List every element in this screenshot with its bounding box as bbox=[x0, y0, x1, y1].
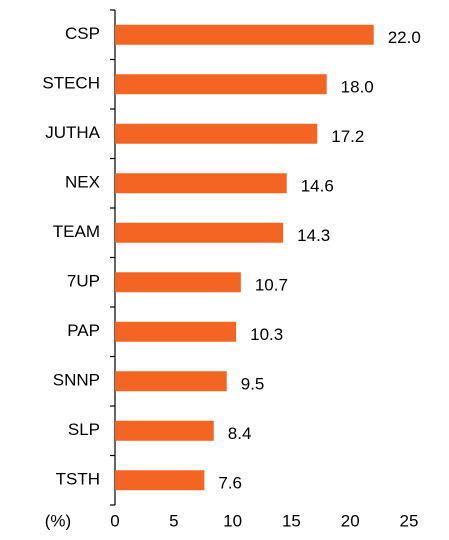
bar bbox=[115, 371, 227, 392]
bar bbox=[115, 470, 205, 491]
data-label: 8.4 bbox=[228, 424, 252, 443]
data-label: 22.0 bbox=[388, 28, 421, 47]
x-tick-label: 5 bbox=[169, 511, 178, 530]
y-tick-label: NEX bbox=[65, 173, 100, 192]
bar bbox=[115, 173, 287, 194]
y-tick-label: SNNP bbox=[53, 371, 100, 390]
y-tick-label: 7UP bbox=[67, 272, 100, 291]
data-label: 17.2 bbox=[331, 127, 364, 146]
y-tick-label: PAP bbox=[67, 321, 100, 340]
bar bbox=[115, 420, 214, 441]
data-label: 14.6 bbox=[301, 177, 334, 196]
data-label: 10.7 bbox=[255, 276, 288, 295]
data-label: 18.0 bbox=[341, 78, 374, 97]
data-label: 10.3 bbox=[250, 325, 283, 344]
data-label: 9.5 bbox=[241, 375, 265, 394]
x-tick-label: 15 bbox=[282, 511, 301, 530]
y-tick-label: CSP bbox=[65, 24, 100, 43]
bar bbox=[115, 321, 237, 342]
y-tick-label: STECH bbox=[42, 74, 100, 93]
bar bbox=[115, 272, 241, 293]
data-label: 7.6 bbox=[218, 474, 242, 493]
y-tick-label: TEAM bbox=[53, 222, 100, 241]
x-tick-label: 10 bbox=[223, 511, 242, 530]
x-tick-label: 0 bbox=[110, 511, 119, 530]
y-tick-label: JUTHA bbox=[45, 123, 100, 142]
x-axis-label: (%) bbox=[45, 511, 71, 530]
bar bbox=[115, 74, 327, 95]
x-tick-label: 25 bbox=[400, 511, 419, 530]
bar bbox=[115, 123, 318, 144]
y-tick-label: SLP bbox=[68, 420, 100, 439]
x-tick-label: 20 bbox=[341, 511, 360, 530]
bar bbox=[115, 24, 374, 45]
data-label: 14.3 bbox=[297, 226, 330, 245]
y-tick-label: TSTH bbox=[56, 470, 100, 489]
bar bbox=[115, 222, 284, 243]
